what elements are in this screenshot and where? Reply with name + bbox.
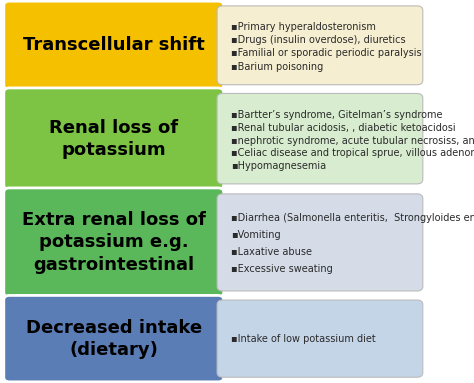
FancyBboxPatch shape <box>4 188 224 297</box>
Text: ▪Renal tubular acidosis, , diabetic ketoacidosi: ▪Renal tubular acidosis, , diabetic keto… <box>231 123 456 133</box>
FancyBboxPatch shape <box>217 93 423 184</box>
Text: Transcellular shift: Transcellular shift <box>23 36 205 54</box>
FancyBboxPatch shape <box>4 88 224 190</box>
Text: Extra renal loss of
potassium e.g.
gastrointestinal: Extra renal loss of potassium e.g. gastr… <box>22 211 206 273</box>
Text: ▪nephrotic syndrome, acute tubular necrosiss, and ureterosigmoidostomy: ▪nephrotic syndrome, acute tubular necro… <box>231 136 474 146</box>
Text: ▪Bartter’s syndrome, Gitelman’s syndrome: ▪Bartter’s syndrome, Gitelman’s syndrome <box>231 110 443 119</box>
Text: ▪Familial or sporadic periodic paralysis: ▪Familial or sporadic periodic paralysis <box>231 48 422 58</box>
Text: ▪Diarrhea (Salmonella enteritis,  Strongyloides enteritis, and Yersinia enteroco: ▪Diarrhea (Salmonella enteritis, Strongy… <box>231 213 474 223</box>
Text: ▪Celiac disease and tropical sprue, villous adenoma: ▪Celiac disease and tropical sprue, vill… <box>231 149 474 159</box>
Text: ▪Intake of low potassium diet: ▪Intake of low potassium diet <box>231 334 376 344</box>
FancyBboxPatch shape <box>4 1 224 90</box>
Text: Decreased intake
(dietary): Decreased intake (dietary) <box>26 319 202 359</box>
Text: Renal loss of
potassium: Renal loss of potassium <box>49 119 178 159</box>
FancyBboxPatch shape <box>4 295 224 382</box>
Text: ▪Barium poisoning: ▪Barium poisoning <box>231 62 324 72</box>
Text: ▪Primary hyperaldosteronism: ▪Primary hyperaldosteronism <box>231 21 376 31</box>
Text: ▪Laxative abuse: ▪Laxative abuse <box>231 247 312 257</box>
FancyBboxPatch shape <box>217 300 423 377</box>
FancyBboxPatch shape <box>217 6 423 85</box>
FancyBboxPatch shape <box>217 194 423 291</box>
Text: ▪Excessive sweating: ▪Excessive sweating <box>231 264 333 274</box>
Text: ▪Vomiting: ▪Vomiting <box>231 230 281 240</box>
Text: ▪Drugs (insulin overdose), diuretics: ▪Drugs (insulin overdose), diuretics <box>231 35 406 45</box>
Text: ▪Hypomagnesemia: ▪Hypomagnesemia <box>231 161 327 171</box>
